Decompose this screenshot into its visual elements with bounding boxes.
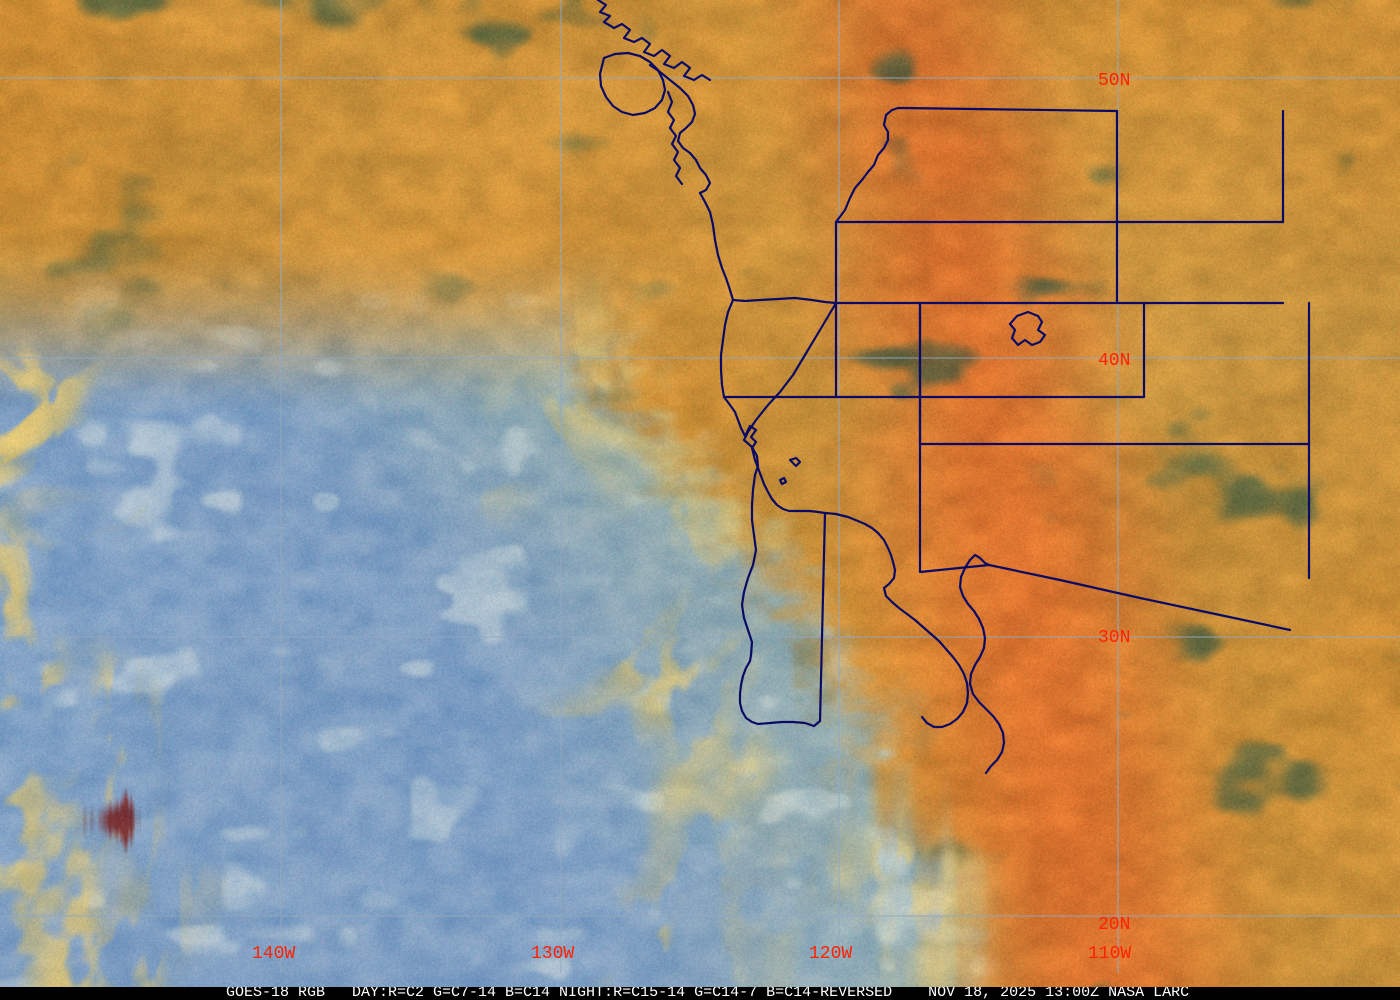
svg-text:110W: 110W	[1088, 944, 1131, 964]
svg-text:120W: 120W	[809, 944, 852, 964]
svg-text:20N: 20N	[1098, 915, 1130, 935]
svg-text:50N: 50N	[1098, 71, 1130, 91]
svg-text:140W: 140W	[252, 944, 295, 964]
svg-text:130W: 130W	[531, 944, 574, 964]
svg-text:30N: 30N	[1098, 628, 1130, 648]
svg-text:40N: 40N	[1098, 351, 1130, 371]
